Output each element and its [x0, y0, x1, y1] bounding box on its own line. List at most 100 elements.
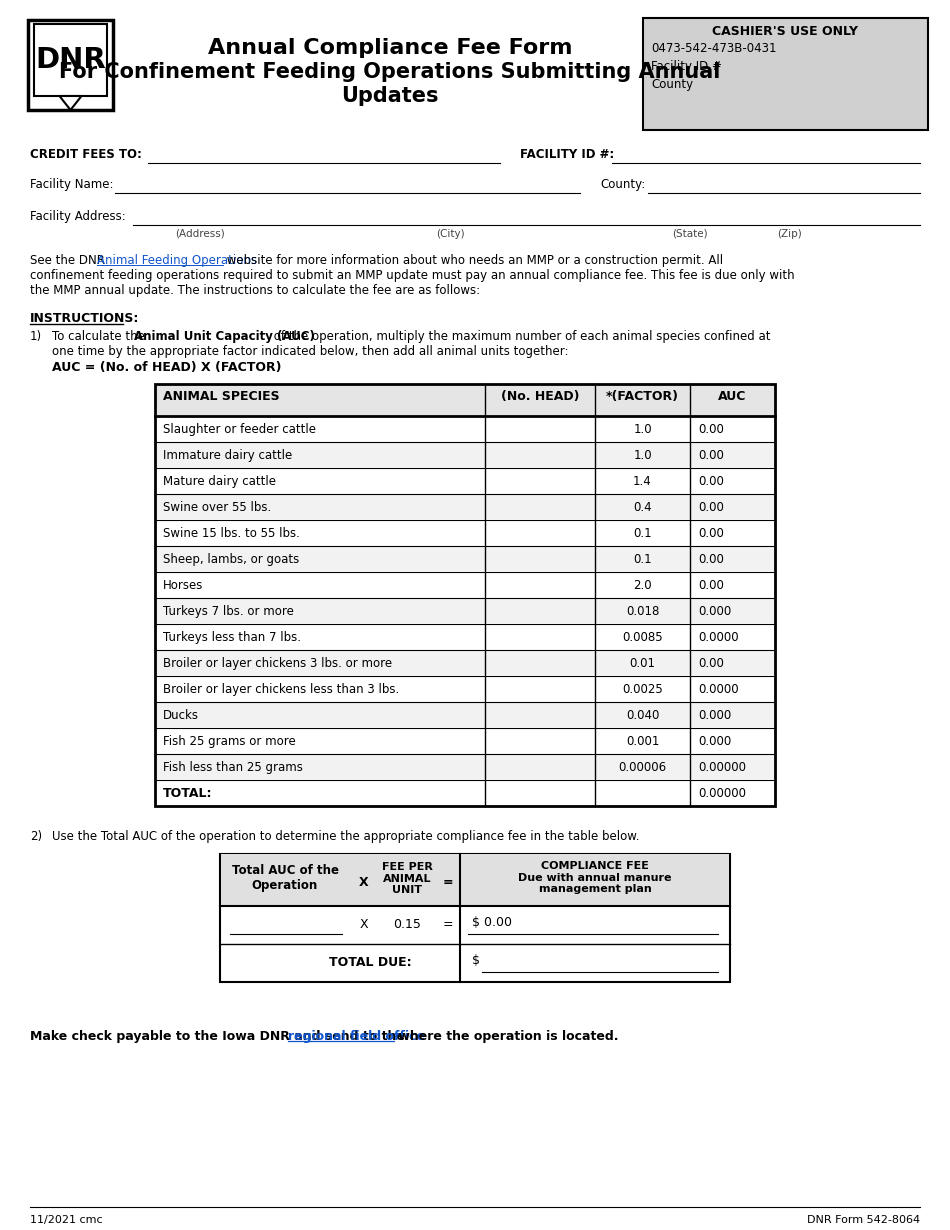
- Text: confinement feeding operations required to submit an MMP update must pay an annu: confinement feeding operations required …: [30, 269, 794, 282]
- Text: 0.00: 0.00: [698, 423, 724, 435]
- Text: Immature dairy cattle: Immature dairy cattle: [163, 449, 293, 462]
- Text: 0.018: 0.018: [626, 605, 659, 617]
- Text: County:: County:: [600, 178, 645, 191]
- Text: Swine over 55 lbs.: Swine over 55 lbs.: [163, 501, 272, 514]
- Text: 0.000: 0.000: [698, 708, 732, 722]
- Text: 0473-542-473B-0431: 0473-542-473B-0431: [651, 42, 776, 55]
- Text: $ 0.00: $ 0.00: [472, 916, 512, 929]
- FancyBboxPatch shape: [221, 854, 729, 905]
- Text: 0.0000: 0.0000: [698, 631, 739, 645]
- Text: (City): (City): [436, 229, 465, 239]
- Text: $: $: [472, 954, 480, 967]
- Text: Fish 25 grams or more: Fish 25 grams or more: [163, 736, 295, 748]
- Text: County: County: [651, 77, 693, 91]
- Text: Facility Name:: Facility Name:: [30, 178, 113, 191]
- Text: Turkeys less than 7 lbs.: Turkeys less than 7 lbs.: [163, 631, 301, 645]
- Text: Make check payable to the Iowa DNR and send to the: Make check payable to the Iowa DNR and s…: [30, 1030, 409, 1043]
- Text: the MMP annual update. The instructions to calculate the fee are as follows:: the MMP annual update. The instructions …: [30, 284, 480, 296]
- FancyBboxPatch shape: [220, 854, 730, 982]
- Text: 1.4: 1.4: [633, 475, 652, 488]
- FancyBboxPatch shape: [156, 649, 774, 675]
- Text: 0.0025: 0.0025: [622, 683, 663, 696]
- Text: (No. HEAD): (No. HEAD): [501, 390, 580, 403]
- Text: TOTAL DUE:: TOTAL DUE:: [329, 956, 411, 969]
- Text: Broiler or layer chickens 3 lbs. or more: Broiler or layer chickens 3 lbs. or more: [163, 657, 392, 670]
- Text: 0.00: 0.00: [698, 579, 724, 592]
- Text: 0.00000: 0.00000: [698, 761, 746, 774]
- FancyBboxPatch shape: [156, 442, 774, 467]
- Text: To calculate the: To calculate the: [52, 330, 148, 343]
- FancyBboxPatch shape: [28, 20, 113, 109]
- FancyBboxPatch shape: [155, 384, 775, 416]
- Text: Total AUC of the
Operation: Total AUC of the Operation: [232, 863, 338, 892]
- Text: AUC: AUC: [718, 390, 747, 403]
- FancyBboxPatch shape: [156, 546, 774, 571]
- FancyBboxPatch shape: [156, 598, 774, 624]
- FancyBboxPatch shape: [643, 18, 928, 130]
- Text: 0.00: 0.00: [698, 501, 724, 514]
- Text: 0.1: 0.1: [634, 554, 652, 566]
- Text: 0.00: 0.00: [698, 554, 724, 566]
- Text: DNR: DNR: [35, 46, 105, 74]
- Text: 0.00: 0.00: [698, 657, 724, 670]
- Text: 2.0: 2.0: [634, 579, 652, 592]
- FancyBboxPatch shape: [156, 494, 774, 519]
- Text: 0.00: 0.00: [698, 449, 724, 462]
- FancyBboxPatch shape: [156, 702, 774, 727]
- Text: Use the Total AUC of the operation to determine the appropriate compliance fee i: Use the Total AUC of the operation to de…: [52, 830, 639, 843]
- Text: 1): 1): [30, 330, 42, 343]
- Text: FEE PER
ANIMAL
UNIT: FEE PER ANIMAL UNIT: [382, 862, 432, 895]
- Text: ANIMAL SPECIES: ANIMAL SPECIES: [163, 390, 279, 403]
- Text: 1.0: 1.0: [634, 449, 652, 462]
- Text: Broiler or layer chickens less than 3 lbs.: Broiler or layer chickens less than 3 lb…: [163, 683, 399, 696]
- Text: 0.000: 0.000: [698, 736, 732, 748]
- Text: Facility Address:: Facility Address:: [30, 210, 125, 223]
- Text: =: =: [443, 918, 453, 931]
- Text: 0.00000: 0.00000: [698, 787, 746, 800]
- Text: AUC = (No. of HEAD) X (FACTOR): AUC = (No. of HEAD) X (FACTOR): [52, 360, 281, 374]
- Text: COMPLIANCE FEE
Due with annual manure
management plan: COMPLIANCE FEE Due with annual manure ma…: [519, 861, 672, 894]
- Text: Swine 15 lbs. to 55 lbs.: Swine 15 lbs. to 55 lbs.: [163, 526, 300, 540]
- FancyBboxPatch shape: [34, 25, 107, 96]
- Text: CASHIER'S USE ONLY: CASHIER'S USE ONLY: [712, 25, 859, 38]
- Text: =: =: [443, 876, 453, 889]
- Text: one time by the appropriate factor indicated below, then add all animal units to: one time by the appropriate factor indic…: [52, 344, 568, 358]
- Text: 0.0000: 0.0000: [698, 683, 739, 696]
- Polygon shape: [60, 96, 82, 109]
- Text: 2): 2): [30, 830, 42, 843]
- Text: of the operation, multiply the maximum number of each animal species confined at: of the operation, multiply the maximum n…: [270, 330, 770, 343]
- Text: Annual Compliance Fee Form: Annual Compliance Fee Form: [208, 38, 572, 58]
- Text: X: X: [360, 918, 369, 931]
- Text: For Confinement Feeding Operations Submitting Annual: For Confinement Feeding Operations Submi…: [59, 62, 721, 82]
- Text: (Zip): (Zip): [778, 229, 803, 239]
- Text: where the operation is located.: where the operation is located.: [393, 1030, 618, 1043]
- Text: Animal Feeding Operations: Animal Feeding Operations: [97, 255, 257, 267]
- Text: Turkeys 7 lbs. or more: Turkeys 7 lbs. or more: [163, 605, 294, 617]
- Text: 1.0: 1.0: [634, 423, 652, 435]
- Text: regional field office: regional field office: [288, 1030, 425, 1043]
- Text: See the DNR: See the DNR: [30, 255, 108, 267]
- Text: X: X: [359, 876, 369, 889]
- Text: Facility ID #: Facility ID #: [651, 60, 722, 73]
- Text: Fish less than 25 grams: Fish less than 25 grams: [163, 761, 303, 774]
- Text: 0.00: 0.00: [698, 526, 724, 540]
- Text: INSTRUCTIONS:: INSTRUCTIONS:: [30, 312, 140, 325]
- Text: Ducks: Ducks: [163, 708, 199, 722]
- Text: 0.000: 0.000: [698, 605, 732, 617]
- Text: 0.1: 0.1: [634, 526, 652, 540]
- Text: DNR Form 542-8064: DNR Form 542-8064: [807, 1215, 920, 1225]
- Text: Sheep, lambs, or goats: Sheep, lambs, or goats: [163, 554, 299, 566]
- Text: 11/2021 cmc: 11/2021 cmc: [30, 1215, 103, 1225]
- Text: Updates: Updates: [341, 86, 439, 106]
- Text: 0.4: 0.4: [634, 501, 652, 514]
- Text: (State): (State): [673, 229, 708, 239]
- Text: website for more information about who needs an MMP or a construction permit. Al: website for more information about who n…: [223, 255, 723, 267]
- Text: 0.00: 0.00: [698, 475, 724, 488]
- Text: (Address): (Address): [175, 229, 225, 239]
- Text: TOTAL:: TOTAL:: [163, 787, 213, 800]
- Text: FACILITY ID #:: FACILITY ID #:: [520, 148, 615, 161]
- Text: Animal Unit Capacity (AUC): Animal Unit Capacity (AUC): [134, 330, 314, 343]
- Text: 0.00006: 0.00006: [618, 761, 667, 774]
- Text: 0.001: 0.001: [626, 736, 659, 748]
- Text: 0.01: 0.01: [630, 657, 655, 670]
